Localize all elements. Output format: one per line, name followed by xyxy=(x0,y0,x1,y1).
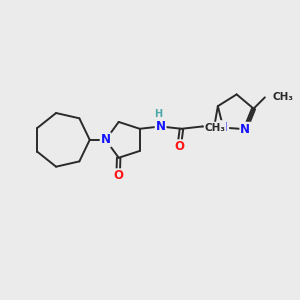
Text: O: O xyxy=(174,140,184,153)
Text: N: N xyxy=(218,121,228,134)
Text: N: N xyxy=(240,123,250,136)
Text: N: N xyxy=(101,134,111,146)
Text: CH₃: CH₃ xyxy=(205,123,226,133)
Text: H: H xyxy=(154,109,162,119)
Text: O: O xyxy=(113,169,123,182)
Text: CH₃: CH₃ xyxy=(273,92,294,102)
Text: N: N xyxy=(156,120,166,133)
